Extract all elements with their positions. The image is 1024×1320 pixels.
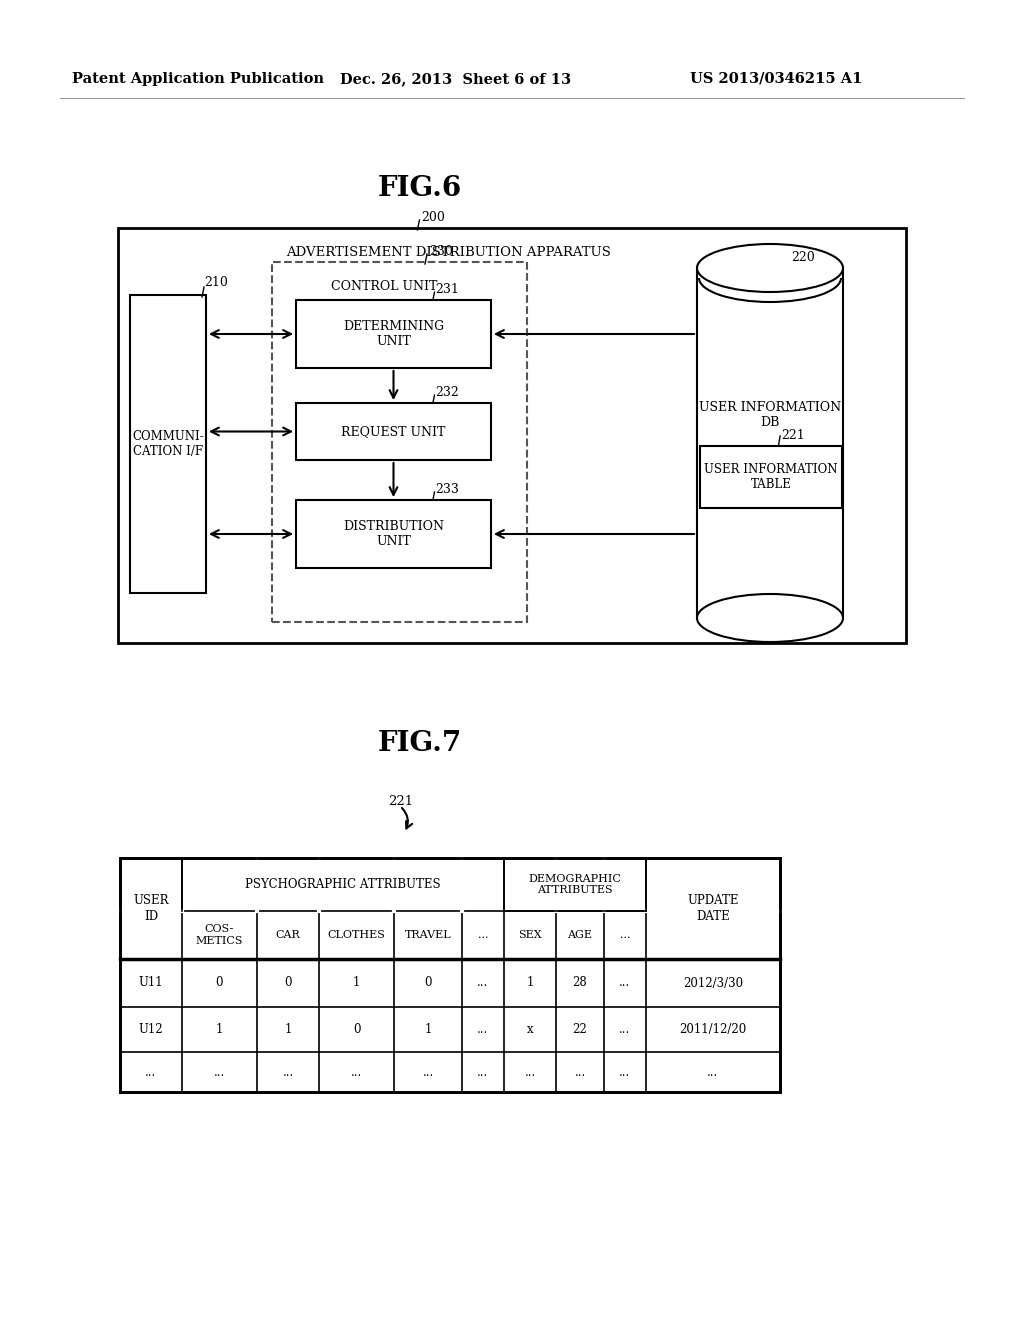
Text: USER INFORMATION
TABLE: USER INFORMATION TABLE	[705, 463, 838, 491]
Text: COMMUNI-
CATION I/F: COMMUNI- CATION I/F	[132, 430, 204, 458]
Text: FIG.6: FIG.6	[378, 176, 462, 202]
Text: ...: ...	[145, 1065, 157, 1078]
Text: USER INFORMATION
DB: USER INFORMATION DB	[699, 401, 841, 429]
Text: AGE: AGE	[567, 931, 593, 940]
Text: Dec. 26, 2013  Sheet 6 of 13: Dec. 26, 2013 Sheet 6 of 13	[340, 73, 571, 86]
Text: COS-
METICS: COS- METICS	[196, 924, 244, 946]
Text: 233: 233	[435, 483, 460, 496]
Text: ...: ...	[478, 931, 488, 940]
Bar	[120, 858, 780, 1092]
Text: DETERMINING
UNIT: DETERMINING UNIT	[343, 319, 444, 348]
Text: ...: ...	[351, 1065, 362, 1078]
Text: Patent Application Publication: Patent Application Publication	[72, 73, 324, 86]
Text: 2012/3/30: 2012/3/30	[683, 977, 743, 990]
Text: 232: 232	[435, 385, 459, 399]
Text: UPDATE
DATE: UPDATE DATE	[687, 895, 738, 923]
Bar	[700, 446, 842, 508]
Text: DISTRIBUTION
UNIT: DISTRIBUTION UNIT	[343, 520, 444, 548]
Text: U12: U12	[138, 1023, 163, 1036]
Text: U11: U11	[138, 977, 163, 990]
Text: 210: 210	[204, 276, 228, 289]
Text: 0: 0	[424, 977, 432, 990]
Text: ...: ...	[477, 1023, 488, 1036]
Text: ...: ...	[620, 1023, 631, 1036]
Text: ...: ...	[620, 931, 630, 940]
Bar	[130, 294, 206, 593]
Text: ...: ...	[620, 1065, 631, 1078]
Text: 22: 22	[572, 1023, 588, 1036]
Text: 2011/12/20: 2011/12/20	[679, 1023, 746, 1036]
Text: ...: ...	[283, 1065, 294, 1078]
Text: ...: ...	[477, 1065, 488, 1078]
Text: REQUEST UNIT: REQUEST UNIT	[341, 425, 445, 438]
Text: SEX: SEX	[518, 931, 542, 940]
Text: 0: 0	[285, 977, 292, 990]
Text: 0: 0	[352, 1023, 360, 1036]
Text: 221: 221	[388, 795, 413, 808]
Text: ...: ...	[524, 1065, 536, 1078]
Text: 28: 28	[572, 977, 588, 990]
Text: US 2013/0346215 A1: US 2013/0346215 A1	[690, 73, 862, 86]
Text: 200: 200	[422, 211, 445, 224]
Text: 1: 1	[424, 1023, 432, 1036]
Text: ...: ...	[708, 1065, 719, 1078]
Text: PSYCHOGRAPHIC ATTRIBUTES: PSYCHOGRAPHIC ATTRIBUTES	[245, 878, 440, 891]
Text: CLOTHES: CLOTHES	[328, 931, 385, 940]
Text: FIG.7: FIG.7	[378, 730, 462, 756]
Text: ...: ...	[422, 1065, 433, 1078]
Text: CONTROL UNIT: CONTROL UNIT	[332, 280, 437, 293]
Text: 220: 220	[791, 251, 815, 264]
Text: 1: 1	[216, 1023, 223, 1036]
Text: 231: 231	[435, 282, 460, 296]
Text: USER
ID: USER ID	[133, 895, 169, 923]
Text: ...: ...	[574, 1065, 586, 1078]
Text: x: x	[526, 1023, 534, 1036]
Bar	[296, 403, 490, 459]
Text: ...: ...	[214, 1065, 225, 1078]
Text: 1: 1	[526, 977, 534, 990]
Text: 1: 1	[353, 977, 360, 990]
Text: ...: ...	[620, 977, 631, 990]
Bar	[697, 268, 843, 618]
Text: DEMOGRAPHIC
ATTRIBUTES: DEMOGRAPHIC ATTRIBUTES	[528, 874, 622, 895]
Bar	[118, 228, 906, 643]
Text: ADVERTISEMENT DISTRIBUTION APPARATUS: ADVERTISEMENT DISTRIBUTION APPARATUS	[287, 246, 611, 259]
Ellipse shape	[697, 244, 843, 292]
Text: 1: 1	[285, 1023, 292, 1036]
Bar	[272, 261, 527, 622]
Text: ...: ...	[477, 977, 488, 990]
Text: CAR: CAR	[275, 931, 300, 940]
Text: 230: 230	[429, 246, 453, 257]
Bar	[296, 300, 490, 368]
Bar	[296, 500, 490, 568]
Ellipse shape	[697, 594, 843, 642]
Text: TRAVEL: TRAVEL	[404, 931, 452, 940]
Text: 221: 221	[781, 429, 805, 442]
Text: 0: 0	[216, 977, 223, 990]
